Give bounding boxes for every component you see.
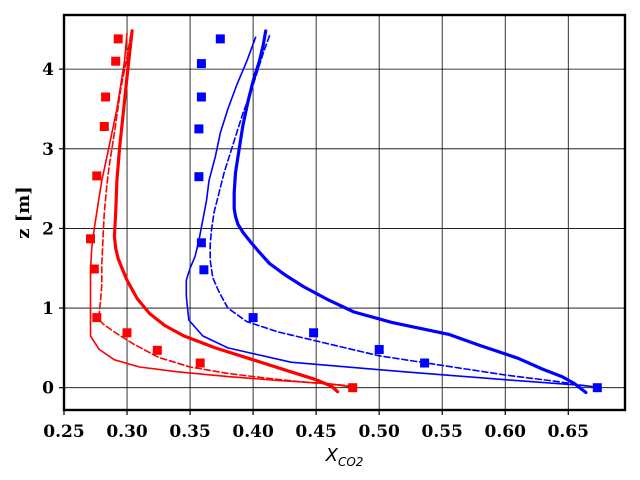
series-layer [86, 29, 602, 395]
series-line-2-thick [112, 29, 340, 394]
x-tick-label: 0.65 [548, 422, 589, 442]
y-tick-label: 1 [42, 299, 54, 319]
data-point-marker [194, 124, 204, 134]
x-tick-label: 0.35 [169, 422, 210, 442]
grid [64, 15, 625, 410]
data-point-marker [111, 56, 121, 66]
data-point-marker [113, 34, 123, 44]
series-line-5-thick [232, 29, 588, 395]
y-tick-label: 3 [42, 140, 54, 160]
data-point-marker [309, 328, 319, 338]
data-point-marker [99, 122, 109, 131]
data-point-marker [196, 59, 206, 69]
data-point-marker [374, 345, 384, 354]
series-line-7-dashed [209, 34, 589, 387]
ticks: 0.25 0.30 0.35 0.40 0.45 0.50 0.55 0.60 0.65 0 1 2 3… [42, 60, 589, 442]
series-line-6-thin [185, 36, 597, 388]
plot-frame [62, 13, 627, 412]
x-tick-label: 0.45 [295, 422, 336, 442]
data-point-marker [199, 265, 209, 275]
data-point-marker [194, 172, 204, 182]
data-point-marker [248, 313, 258, 323]
data-point-marker [122, 328, 132, 338]
data-point-marker [196, 238, 206, 248]
y-tick-label: 4 [42, 60, 54, 80]
series-line-4-dashed [98, 34, 354, 387]
data-point-marker [215, 34, 225, 44]
data-point-marker [348, 383, 358, 393]
x-tick-label: 0.55 [421, 422, 462, 442]
series-line-3-thin [89, 32, 353, 388]
data-point-marker [86, 234, 95, 244]
x-axis-title-main: X [325, 445, 339, 466]
data-point-marker [592, 383, 602, 393]
x-tick-label: 0.50 [358, 422, 400, 442]
x-tick-label: 0.30 [106, 422, 148, 442]
y-tick-label: 2 [42, 219, 54, 239]
data-point-marker [152, 345, 162, 355]
x-axis-title: XCO2 [325, 445, 364, 469]
x-tick-label: 0.40 [232, 422, 274, 442]
data-point-marker [92, 171, 102, 181]
data-point-marker [195, 358, 205, 368]
data-point-marker [420, 358, 430, 368]
data-point-marker [196, 92, 206, 102]
data-point-marker [92, 313, 102, 323]
y-tick-label: 0 [42, 379, 54, 399]
data-point-marker [101, 92, 111, 102]
y-axis-title: z [m] [13, 186, 34, 239]
x-tick-label: 0.25 [43, 422, 84, 442]
x-tick-label: 0.60 [485, 422, 527, 442]
data-point-marker [89, 264, 99, 274]
x-axis-title-subscript: CO2 [338, 455, 363, 469]
